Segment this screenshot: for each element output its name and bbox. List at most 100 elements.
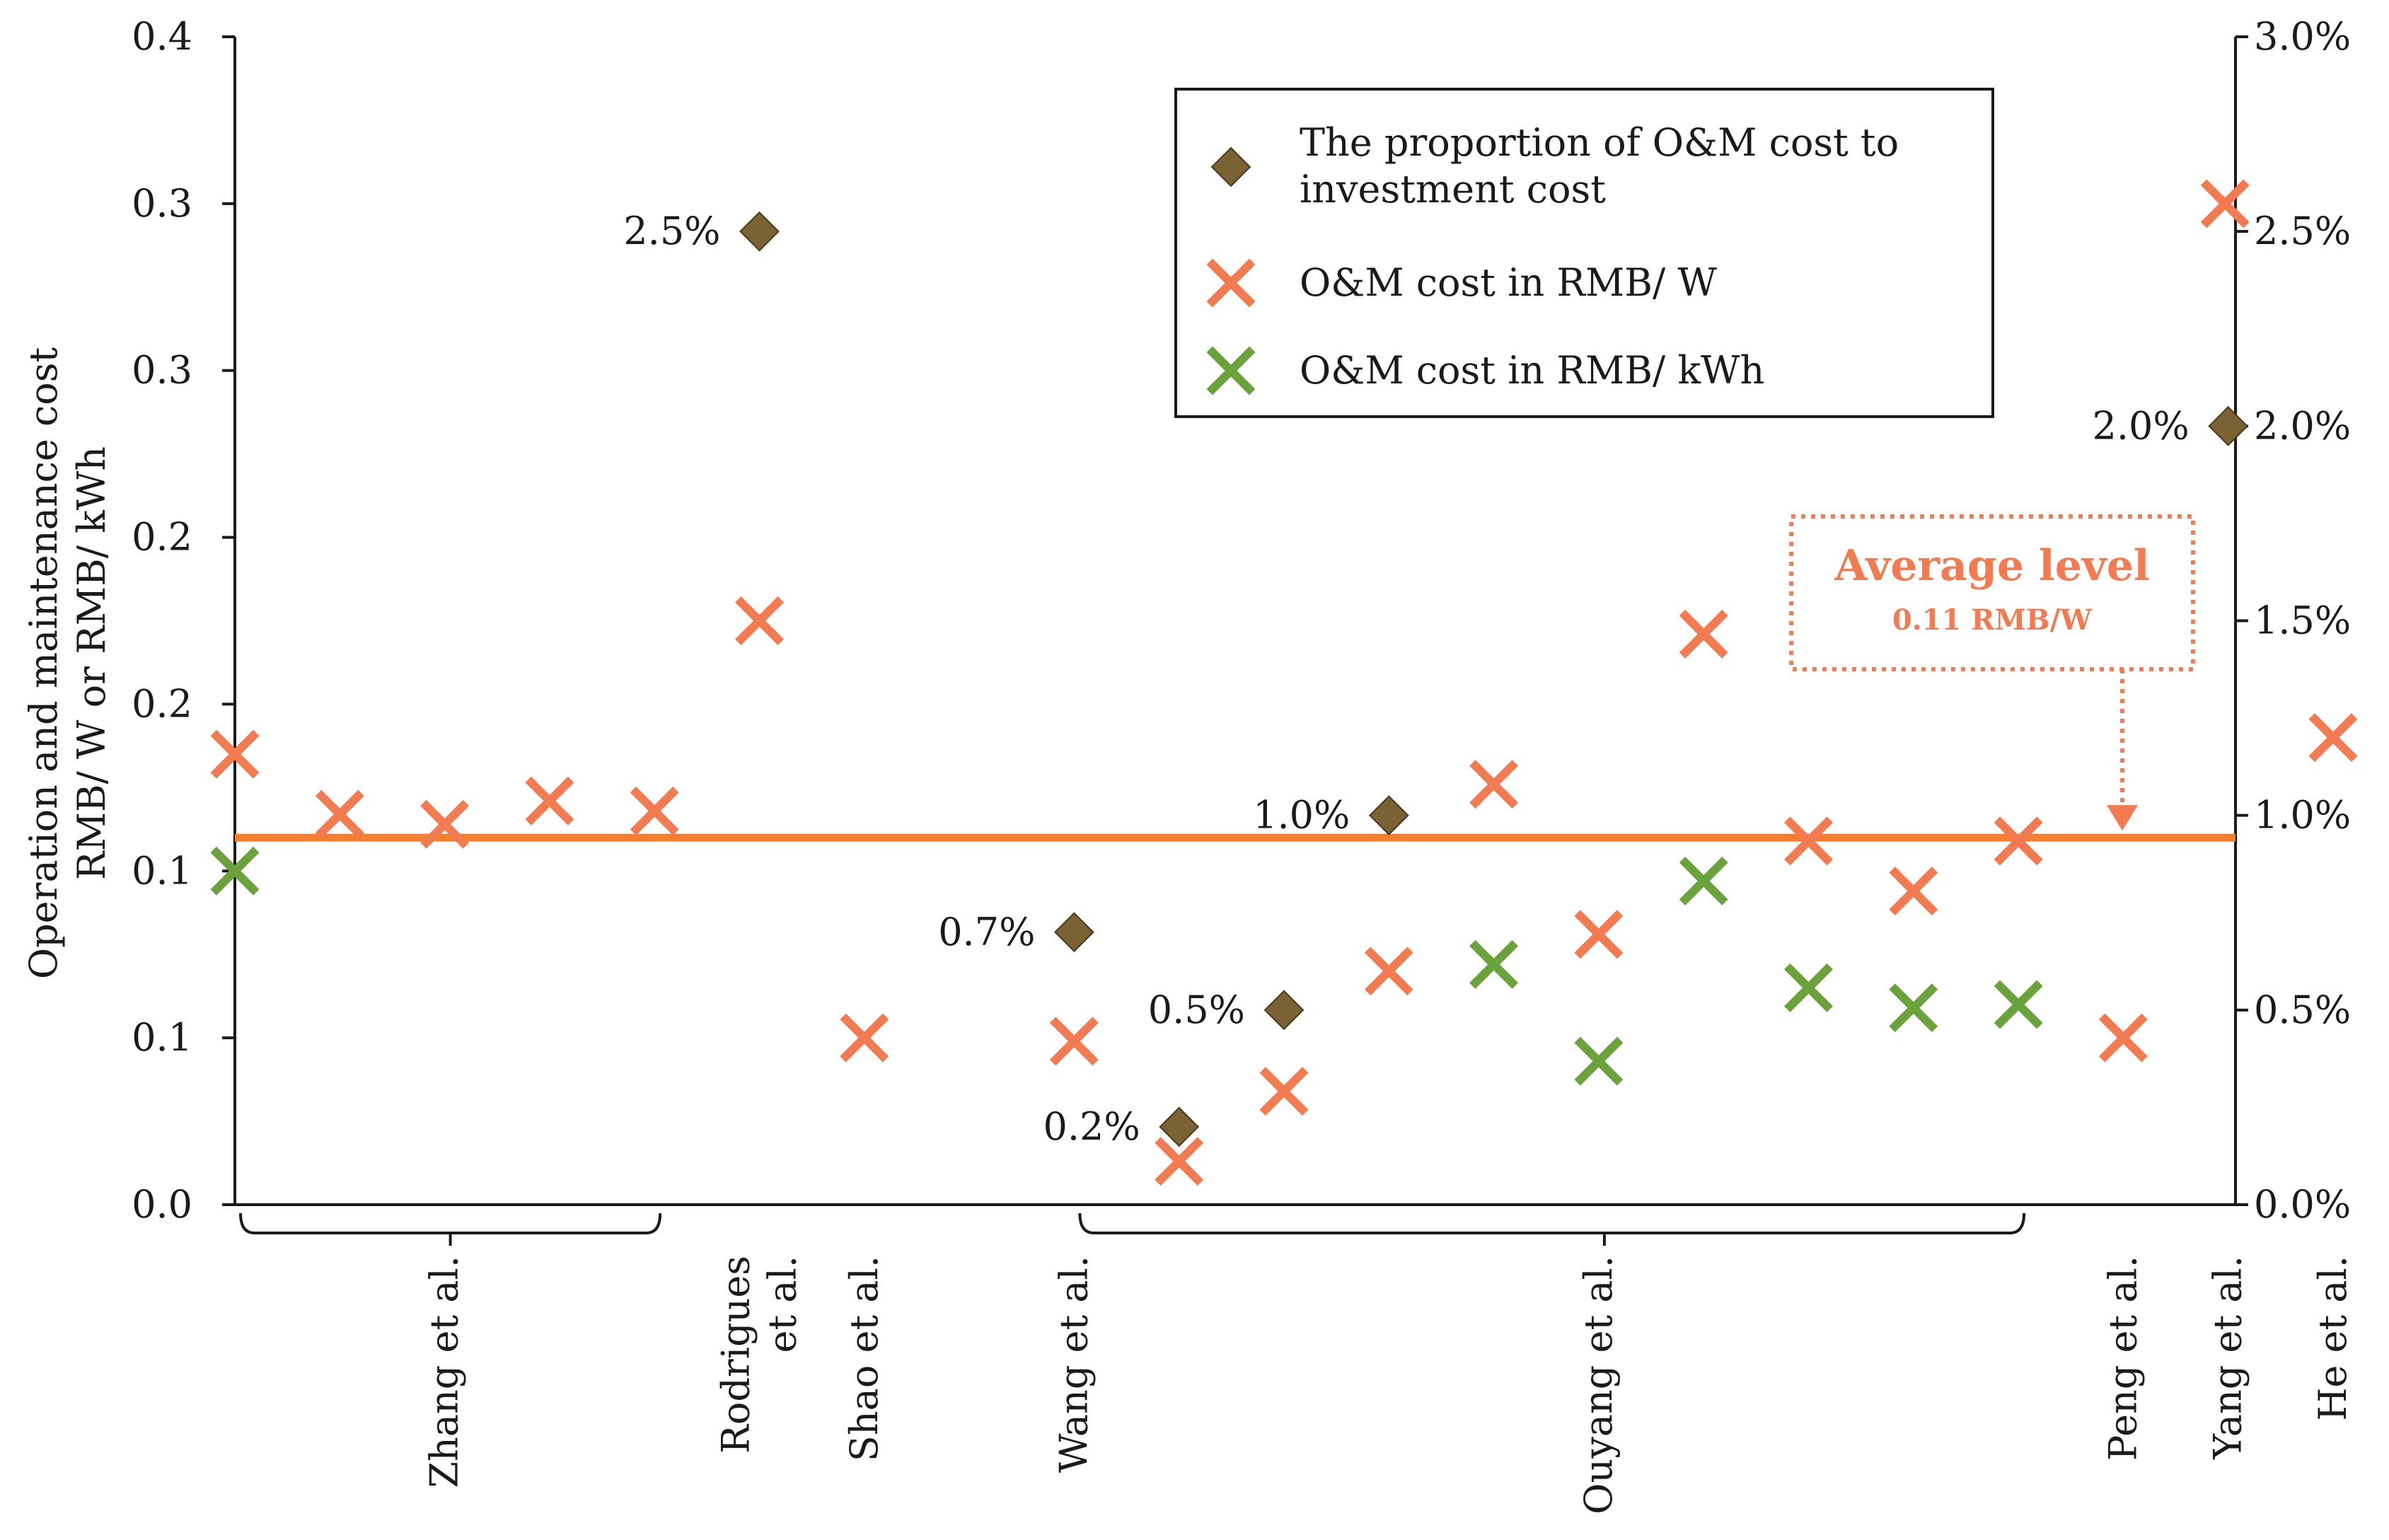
om-rmb-kwh-point-stroke2 bbox=[1994, 980, 2043, 1029]
legend-green-x-icon-stroke2 bbox=[1206, 346, 1256, 395]
study-label: Yang et al. bbox=[2206, 1256, 2250, 1460]
data-layer: Average level 0.11 RMB/W bbox=[210, 179, 2358, 1186]
right-tick-label: 1.5% bbox=[2254, 598, 2351, 643]
left-tick-label: 0.2 bbox=[132, 681, 192, 726]
om-rmb-w-point-stroke2 bbox=[1994, 816, 2043, 866]
legend-green-x-label: O&M cost in RMB/ kWh bbox=[1300, 348, 1764, 393]
diamond-point-label: 2.0% bbox=[2092, 403, 2189, 448]
average-callout-arrowhead bbox=[2107, 805, 2138, 831]
average-callout-title: Average level bbox=[1834, 541, 2149, 591]
om-rmb-w-point-stroke2 bbox=[1259, 1067, 1309, 1116]
left-tick-label: 0.1 bbox=[132, 848, 192, 893]
om-rmb-w-point-stroke2 bbox=[1049, 1017, 1099, 1066]
right-tick-label: 0.5% bbox=[2254, 988, 2351, 1032]
om-rmb-w-point-stroke2 bbox=[630, 786, 679, 835]
study-label: Wang et al. bbox=[1051, 1256, 1096, 1473]
study-label: et al. bbox=[760, 1256, 805, 1353]
left-tick-label: 0.4 bbox=[132, 14, 192, 59]
om-rmb-kwh-point bbox=[1574, 1036, 1624, 1086]
study-label-text: Ouyang et al. bbox=[1576, 1256, 1621, 1515]
om-rmb-kwh-point-stroke2 bbox=[1784, 963, 1833, 1012]
average-callout-box bbox=[1789, 514, 2195, 671]
om-rmb-w-point bbox=[1469, 760, 1519, 809]
left-tick-label: 0.3 bbox=[132, 181, 192, 226]
study-label: Ouyang et al. bbox=[1576, 1256, 1621, 1515]
right-tick-label: 3.0% bbox=[2254, 14, 2351, 59]
average-callout-value: 0.11 RMB/W bbox=[1892, 603, 2093, 637]
om-rmb-w-point bbox=[1679, 609, 1728, 659]
study-label: Zhang et al. bbox=[422, 1256, 467, 1488]
om-rmb-w-point bbox=[420, 799, 470, 849]
om-rmb-w-point-stroke2 bbox=[1889, 867, 1938, 916]
om-rmb-w-point bbox=[630, 786, 679, 835]
right-tick-label: 2.5% bbox=[2254, 209, 2351, 253]
om-rmb-w-point-stroke2 bbox=[2098, 1013, 2148, 1063]
study-bracket bbox=[1078, 1212, 2026, 1234]
om-rmb-w-point bbox=[735, 596, 784, 645]
om-rmb-kwh-point bbox=[1994, 980, 2043, 1029]
legend-orange-x-label: O&M cost in RMB/ W bbox=[1300, 260, 1717, 305]
om-rmb-kwh-point-stroke2 bbox=[1574, 1036, 1624, 1086]
left-tick-label: 0.2 bbox=[132, 515, 192, 560]
om-rmb-kwh-point bbox=[1889, 983, 1938, 1033]
om-rmb-w-point-stroke2 bbox=[2308, 713, 2358, 763]
left-axis-title-line1: Operation and maintenance cost bbox=[21, 347, 66, 980]
legend-diamond-icon bbox=[1210, 146, 1251, 187]
om-rmb-w-point-stroke2 bbox=[525, 776, 574, 826]
om-rmb-kwh-point bbox=[210, 846, 260, 896]
om-rmb-w-point-stroke2 bbox=[840, 1013, 889, 1063]
right-tick-label: 2.0% bbox=[2254, 403, 2351, 448]
om-rmb-w-point-stroke2 bbox=[1679, 609, 1728, 659]
om-rmb-w-point-stroke2 bbox=[1784, 816, 1833, 866]
diamond-point-label: 0.5% bbox=[1148, 988, 1245, 1032]
om-rmb-w-point bbox=[1994, 816, 2043, 866]
study-label: Shao et al. bbox=[842, 1256, 886, 1461]
legend: The proportion of O&M cost toinvestment … bbox=[1174, 88, 1994, 418]
left-tick-label: 0.1 bbox=[132, 1015, 192, 1060]
om-rmb-w-point bbox=[1364, 946, 1413, 996]
study-label: He et al. bbox=[2310, 1256, 2355, 1421]
om-rmb-w-point bbox=[2200, 179, 2250, 228]
om-rmb-w-point bbox=[525, 776, 574, 826]
om-rmb-w-point bbox=[315, 789, 364, 839]
om-rmb-w-point bbox=[2098, 1013, 2148, 1063]
study-label: Peng et al. bbox=[2100, 1256, 2145, 1461]
diamond-point bbox=[2208, 405, 2249, 446]
om-rmb-kwh-point-stroke2 bbox=[1889, 983, 1938, 1033]
legend-box bbox=[1174, 88, 1994, 418]
diamond-point bbox=[739, 211, 780, 252]
left-axis-title-line2: RMB/ W or RMB/ kWh bbox=[69, 446, 114, 880]
om-rmb-kwh-point bbox=[1469, 939, 1519, 989]
diamond-point-label: 0.2% bbox=[1043, 1104, 1140, 1149]
study-label-text: Peng et al. bbox=[2100, 1256, 2145, 1461]
om-rmb-w-point bbox=[1784, 816, 1833, 866]
legend-diamond-label-line1: The proportion of O&M cost to bbox=[1300, 120, 1899, 165]
om-rmb-w-point bbox=[1049, 1017, 1099, 1066]
diamond-point bbox=[1053, 912, 1094, 953]
legend-diamond-label-line2: investment cost bbox=[1300, 167, 1606, 212]
axes-layer: 0.0 0.1 0.1 0.2 0.2 0.3 0.3 0.4 0.0% 0.5% 1.0% 1.5%… bbox=[21, 14, 2351, 1246]
om-rmb-w-point bbox=[210, 729, 260, 779]
study-label: Rodrigues bbox=[714, 1256, 758, 1454]
diamond-point-label: 1.0% bbox=[1253, 793, 1350, 838]
study-label-text: Rodrigues bbox=[714, 1256, 758, 1454]
diamond-point-label: 0.7% bbox=[938, 910, 1035, 954]
om-rmb-kwh-point-stroke2 bbox=[1469, 939, 1519, 989]
om-rmb-w-point-stroke2 bbox=[2200, 179, 2250, 228]
study-label-text: Yang et al. bbox=[2206, 1256, 2250, 1460]
diamond-point bbox=[1263, 990, 1305, 1031]
om-rmb-w-point-stroke2 bbox=[210, 729, 260, 779]
study-label-text: Shao et al. bbox=[842, 1256, 886, 1461]
legend-green-x-icon bbox=[1206, 346, 1256, 395]
diamond-point bbox=[1368, 795, 1409, 836]
legend-orange-x-icon bbox=[1206, 258, 1256, 308]
right-tick-label: 0.0% bbox=[2254, 1182, 2351, 1227]
om-rmb-w-point bbox=[840, 1013, 889, 1063]
om-rmb-w-point bbox=[1889, 867, 1938, 916]
study-label-text: Wang et al. bbox=[1051, 1256, 1096, 1473]
om-rmb-kwh-point-stroke2 bbox=[210, 846, 260, 896]
om-rmb-kwh-point bbox=[1679, 856, 1728, 905]
om-rmb-kwh-point bbox=[1784, 963, 1833, 1012]
study-label-text: He et al. bbox=[2310, 1256, 2355, 1421]
